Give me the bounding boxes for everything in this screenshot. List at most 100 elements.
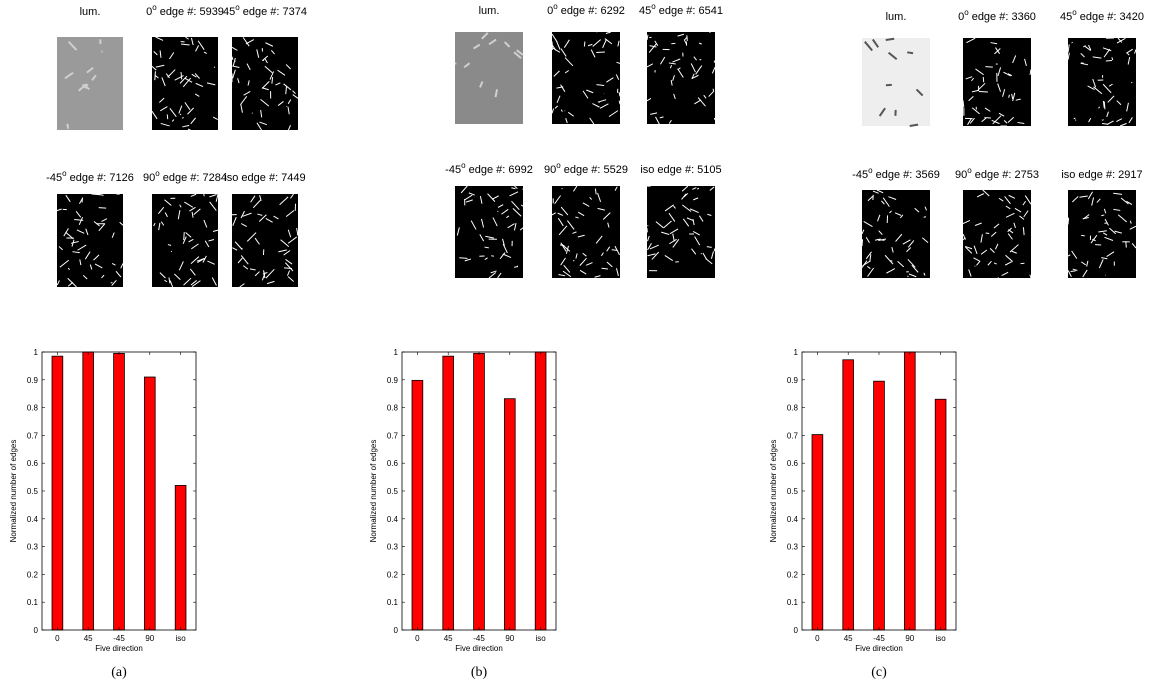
- texture-stroke: [710, 251, 714, 259]
- texture-stroke: [277, 101, 284, 106]
- texture-stroke: [464, 258, 472, 262]
- edge-image: [862, 190, 930, 278]
- texture-stroke: [682, 218, 690, 227]
- title-degree: o: [651, 2, 656, 11]
- texture-stroke: [1067, 44, 1070, 53]
- texture-stroke: [1004, 261, 1013, 266]
- texture-stroke: [1087, 191, 1093, 200]
- texture-stroke: [241, 223, 247, 228]
- texture-stroke: [277, 69, 286, 76]
- bar: [144, 376, 156, 631]
- texture-stroke: [594, 275, 601, 278]
- texture-stroke: [878, 107, 886, 117]
- texture-stroke: [240, 104, 243, 113]
- y-tick-label: 0.9: [27, 376, 39, 385]
- texture-stroke: [1103, 208, 1107, 214]
- texture-stroke: [66, 123, 70, 129]
- texture-stroke: [250, 195, 256, 203]
- texture-stroke: [672, 58, 681, 63]
- texture-stroke: [285, 209, 295, 218]
- texture-stroke: [647, 243, 652, 251]
- texture-stroke: [197, 40, 205, 50]
- texture-stroke: [169, 52, 175, 60]
- texture-stroke: [605, 31, 611, 34]
- texture-stroke: [660, 56, 666, 65]
- texture-stroke: [167, 69, 176, 78]
- texture-stroke: [565, 118, 568, 124]
- texture-stroke: [969, 117, 975, 124]
- texture-stroke: [1120, 197, 1129, 205]
- texture-stroke: [79, 259, 82, 266]
- texture-stroke: [179, 204, 182, 208]
- texture-stroke: [1088, 117, 1092, 123]
- texture-stroke: [184, 201, 194, 208]
- texture-stroke: [252, 199, 261, 209]
- texture-stroke: [240, 210, 245, 219]
- texture-stroke: [993, 223, 1000, 229]
- texture-stroke: [1067, 254, 1071, 257]
- texture-stroke: [283, 250, 291, 256]
- texture-stroke: [597, 207, 605, 211]
- texture-stroke: [286, 270, 291, 276]
- y-tick-label: 0.3: [387, 543, 399, 552]
- x-tick-label: iso: [175, 634, 186, 643]
- texture-stroke: [204, 240, 210, 248]
- texture-stroke: [168, 277, 171, 284]
- texture-stroke: [554, 105, 559, 109]
- texture-stroke: [1022, 227, 1025, 236]
- texture-stroke: [270, 50, 275, 55]
- texture-stroke: [190, 117, 196, 125]
- texture-stroke: [290, 193, 294, 199]
- image-title: 0o edge #: 3360: [958, 8, 1036, 23]
- image-texture: [231, 193, 299, 288]
- texture-stroke: [705, 258, 713, 265]
- y-tick-label: 0.5: [27, 487, 39, 496]
- texture-stroke: [1082, 269, 1088, 278]
- title-text: edge #: 6541: [656, 5, 723, 17]
- image-texture: [646, 185, 716, 272]
- texture-stroke: [672, 239, 680, 248]
- texture-stroke: [1106, 111, 1109, 118]
- texture-stroke: [560, 48, 567, 57]
- title-degree: o: [62, 169, 67, 178]
- texture-stroke: [479, 195, 483, 204]
- texture-stroke: [65, 231, 74, 240]
- luminance-image: [455, 32, 523, 124]
- texture-stroke: [243, 91, 251, 96]
- bar: [473, 352, 485, 631]
- texture-stroke: [155, 64, 165, 68]
- texture-stroke: [973, 245, 978, 255]
- texture-stroke: [686, 217, 694, 222]
- texture-stroke: [77, 244, 87, 251]
- texture-stroke: [597, 99, 607, 103]
- title-text: iso edge #: 7449: [224, 172, 305, 184]
- bar: [873, 380, 885, 631]
- title-text: edge #: 6992: [466, 164, 533, 176]
- texture-stroke: [185, 232, 192, 238]
- texture-stroke: [1127, 56, 1131, 65]
- texture-stroke: [575, 253, 578, 259]
- texture-stroke: [487, 193, 496, 202]
- y-tick-label: 0.6: [27, 459, 39, 468]
- texture-stroke: [1116, 100, 1122, 106]
- texture-stroke: [886, 268, 896, 274]
- texture-stroke: [1080, 53, 1085, 58]
- texture-stroke: [907, 240, 915, 248]
- texture-stroke: [889, 210, 892, 214]
- texture-stroke: [869, 254, 872, 262]
- texture-stroke: [902, 239, 911, 245]
- texture-stroke: [59, 259, 70, 268]
- texture-stroke: [965, 246, 973, 254]
- texture-stroke: [655, 116, 660, 125]
- texture-stroke: [1098, 259, 1104, 269]
- texture-stroke: [189, 268, 196, 276]
- texture-stroke: [606, 261, 613, 268]
- image-texture: [551, 31, 621, 125]
- texture-stroke: [582, 202, 590, 207]
- texture-stroke: [502, 238, 505, 246]
- texture-stroke: [164, 212, 168, 218]
- texture-stroke: [1005, 254, 1013, 262]
- texture-stroke: [976, 260, 981, 266]
- texture-stroke: [995, 47, 1001, 54]
- image-title: -45o edge #: 6992: [445, 161, 533, 176]
